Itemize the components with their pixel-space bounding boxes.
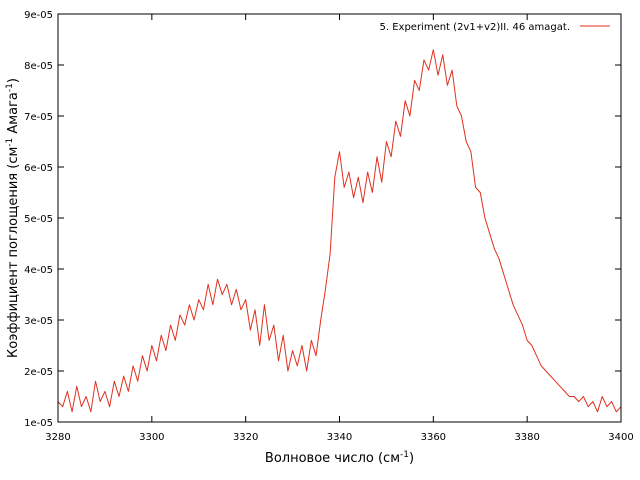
y-axis-title-mid: Амага [6,92,21,138]
y-tick-label: 9e-05 [24,10,53,21]
x-axis-title-sup: -1 [400,450,409,460]
y-axis-title-text: Коэффициент поглощения (см [6,147,21,358]
plot-frame [57,13,622,423]
x-tick-label: 3360 [421,432,446,443]
y-tick-label: 8e-05 [24,61,53,72]
y-tick-label: 3e-05 [24,316,53,327]
series-line [57,49,622,413]
x-tick-label: 3280 [45,432,70,443]
x-axis-title: Волновое число (см-1) [265,450,414,466]
x-axis-title-end: ) [409,451,414,466]
x-tick-label: 3400 [608,432,633,443]
y-axis-title-sup2: -1 [5,83,15,92]
y-tick-label: 1e-05 [24,418,53,429]
y-tick-label: 6e-05 [24,163,53,174]
y-tick-label: 5e-05 [24,214,53,225]
y-tick-label: 2e-05 [24,367,53,378]
x-tick-label: 3380 [514,432,539,443]
series-layer [57,49,622,413]
x-tick-label: 3320 [233,432,258,443]
x-tick-label: 3300 [139,432,164,443]
y-tick-label: 4e-05 [24,265,53,276]
x-axis-title-text: Волновое число (см [265,451,400,466]
legend: 5. Experiment (2v1+v2)II. 46 amagat. [379,22,610,33]
y-axis-title: Коэффициент поглощения (см-1 Амага-1) [5,78,21,358]
x-tick-label: 3340 [327,432,352,443]
y-tick-label: 7e-05 [24,112,53,123]
y-axis-ticks: 1e-05 2e-05 3e-05 4e-05 5e-05 6e-05 7e-05 8e-05… [24,10,621,429]
x-axis-ticks: 3280 3300 3320 3340 3360 3380 3400 [45,14,634,443]
y-axis-title-end: ) [6,78,21,83]
legend-label: 5. Experiment (2v1+v2)II. 46 amagat. [379,22,570,33]
y-axis-title-sup1: -1 [5,138,15,147]
